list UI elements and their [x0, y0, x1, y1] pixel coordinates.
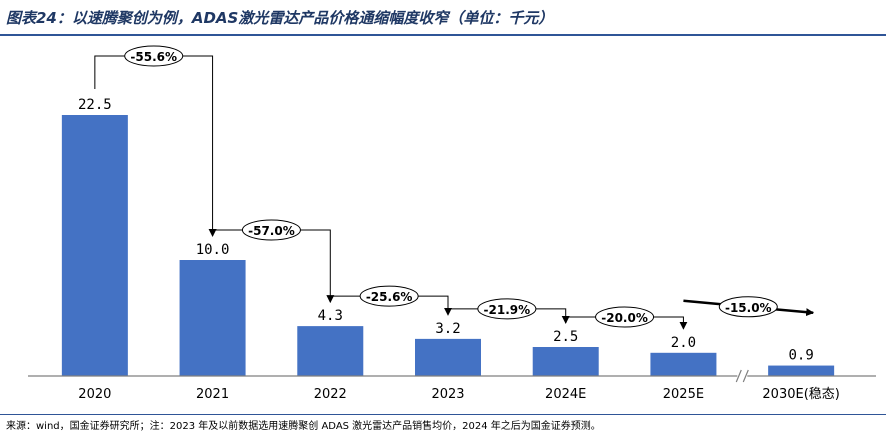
- data-label: 2.0: [671, 335, 696, 351]
- x-tick-label: 2021: [196, 387, 229, 402]
- bar-chart: 22.5 10.0 4.3 3.2 2.5 2.0 0.9 -55.6% -57.0% -25.…: [28, 45, 876, 402]
- bar: [61, 115, 128, 376]
- change-oval: [241, 219, 301, 241]
- footnote-divider: [0, 414, 886, 415]
- bar: [532, 347, 599, 376]
- change-label: -55.6%: [130, 50, 177, 64]
- data-label: 22.5: [78, 97, 112, 113]
- change-label: -15.0%: [725, 301, 772, 315]
- change-oval: [477, 298, 537, 320]
- change-label: -57.0%: [248, 224, 295, 238]
- bar: [415, 338, 481, 376]
- change-oval: [718, 296, 778, 318]
- data-label: 3.2: [435, 321, 460, 337]
- data-label: 10.0: [196, 242, 230, 258]
- change-oval: [359, 285, 419, 307]
- bar: [768, 365, 835, 376]
- source-footnote: 来源：wind，国金证券研究所；注：2023 年及以前数据选用速腾聚创 ADAS…: [6, 421, 601, 432]
- title-divider: [0, 34, 886, 36]
- x-tick-label: 2020: [78, 387, 111, 402]
- data-label: 4.3: [318, 308, 343, 324]
- data-label: 2.5: [553, 329, 578, 345]
- data-label: 0.9: [788, 348, 813, 364]
- x-tick-label: 2022: [314, 387, 347, 402]
- x-tick-label: 2023: [431, 387, 464, 402]
- change-label: -20.0%: [601, 311, 648, 325]
- change-label: -25.6%: [366, 290, 413, 304]
- bar: [179, 260, 246, 376]
- axis-break-mark: [735, 369, 742, 383]
- x-tick-label: 2024E: [545, 387, 586, 402]
- bar: [650, 352, 717, 376]
- change-oval: [124, 45, 184, 67]
- x-tick-label: 2030E(稳态): [762, 386, 839, 402]
- axis-break-mark: [742, 369, 749, 383]
- axis-break-gap: [737, 368, 748, 384]
- chart-title: 图表24：以速腾聚创为例，ADAS激光雷达产品价格通缩幅度收窄（单位：千元）: [6, 9, 554, 27]
- x-tick-label: 2025E: [663, 387, 704, 402]
- bar: [297, 326, 364, 376]
- change-label: -21.9%: [484, 303, 531, 317]
- change-oval: [595, 306, 655, 328]
